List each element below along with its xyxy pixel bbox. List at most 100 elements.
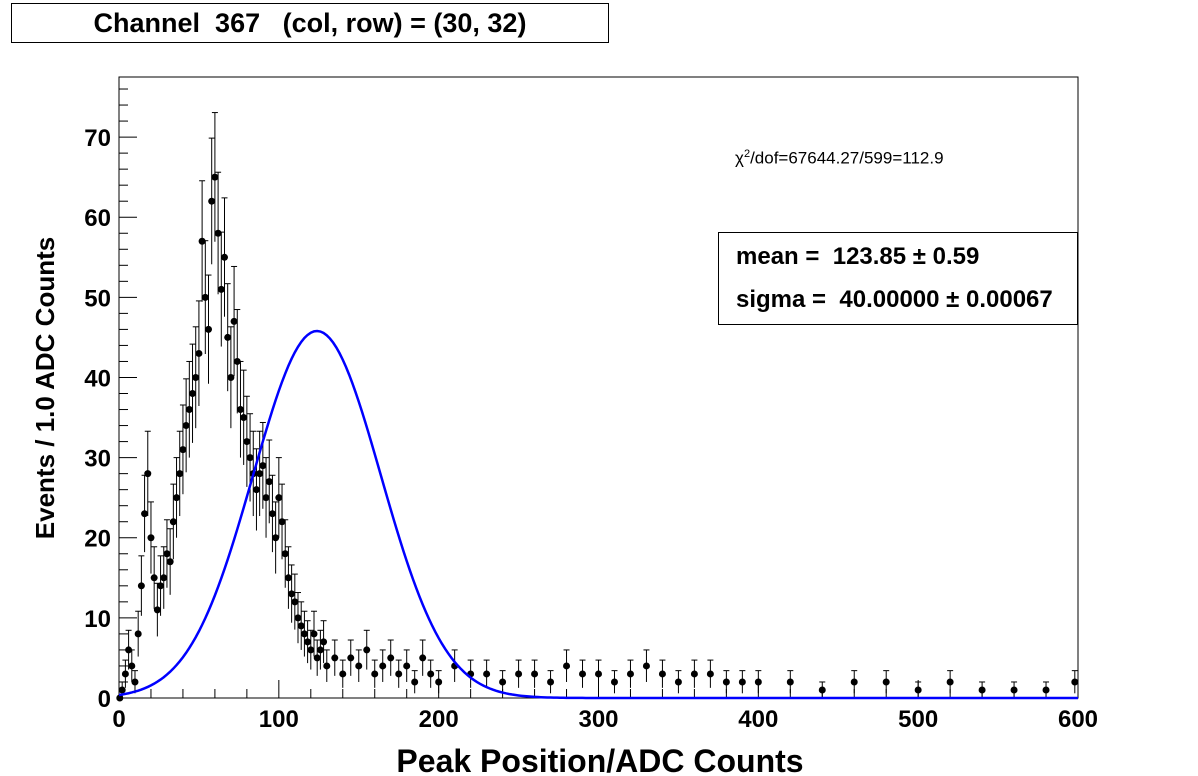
y-tick-label: 10	[84, 606, 111, 633]
data-point	[153, 582, 161, 637]
data-point	[323, 649, 331, 682]
y-axis-tick-labels: 0 10 20 30 40 50 60 70	[84, 125, 111, 713]
data-point	[134, 610, 142, 657]
data-point	[1071, 670, 1079, 694]
data-point	[157, 555, 165, 616]
data-point	[427, 659, 435, 688]
data-point	[754, 670, 762, 694]
data-point	[265, 439, 273, 524]
data-point	[147, 501, 155, 574]
x-tick-label: 300	[578, 706, 618, 733]
data-point	[198, 180, 206, 302]
data-point	[214, 171, 222, 295]
data-point	[387, 639, 395, 676]
data-point	[419, 639, 427, 676]
data-point	[435, 670, 443, 694]
data-point	[185, 360, 193, 458]
data-point	[227, 326, 235, 429]
data-point	[339, 659, 347, 688]
data-point	[403, 649, 411, 682]
data-point	[173, 457, 181, 538]
data-point	[347, 639, 355, 676]
data-point	[304, 620, 312, 664]
data-point	[211, 112, 219, 242]
data-point	[150, 546, 158, 609]
data-point	[310, 610, 318, 657]
data-point	[272, 501, 280, 574]
data-point	[163, 519, 171, 588]
data-point	[411, 670, 419, 694]
data-point	[294, 592, 302, 644]
data-point	[531, 659, 539, 688]
data-point	[166, 528, 174, 595]
data-point	[371, 659, 379, 688]
data-point	[160, 546, 168, 609]
plot-frame	[118, 76, 1079, 699]
y-tick-label: 30	[84, 446, 111, 473]
x-tick-label: 400	[738, 706, 778, 733]
data-point	[706, 659, 714, 688]
data-point	[268, 474, 276, 553]
data-point	[595, 659, 602, 688]
x-axis-title: Peak Position/ADC Counts	[396, 743, 803, 776]
data-point	[144, 430, 152, 517]
data-point	[182, 378, 190, 473]
data-point	[262, 457, 270, 538]
data-point	[176, 430, 184, 517]
data-point	[626, 659, 634, 688]
data-point	[914, 681, 922, 698]
data-point	[137, 555, 145, 616]
data-point	[217, 231, 225, 347]
y-axis-title: Events / 1.0 ADC Counts	[30, 237, 60, 539]
data-point	[395, 659, 403, 688]
chi2-value: /dof=67644.27/599=112.9	[750, 148, 944, 168]
data-point	[116, 694, 124, 702]
data-point	[220, 197, 228, 317]
data-point	[690, 659, 698, 688]
data-point	[738, 670, 746, 694]
x-tick-label: 200	[419, 706, 459, 733]
data-point	[284, 546, 292, 609]
data-point	[300, 610, 308, 657]
data-point	[192, 326, 200, 429]
sigma-value: sigma = 40.00000 ± 0.00067	[736, 286, 1053, 313]
chi2-superscript: 2	[743, 148, 751, 160]
chart-title: Channel 367 (col, row) = (30, 32)	[11, 3, 609, 43]
y-tick-label: 50	[84, 285, 111, 312]
data-point	[243, 395, 251, 487]
y-tick-label: 70	[84, 125, 111, 152]
data-point	[610, 670, 618, 694]
data-point	[141, 474, 149, 553]
data-point	[131, 670, 139, 694]
data-point	[316, 629, 324, 670]
x-tick-label: 100	[259, 706, 299, 733]
y-tick-label: 40	[84, 365, 111, 392]
data-point	[233, 309, 241, 414]
data-point	[230, 265, 238, 377]
fit-stats-box: mean = 123.85 ± 0.59 sigma = 40.00000 ± …	[718, 232, 1078, 325]
y-tick-label: 60	[84, 205, 111, 232]
data-point	[674, 670, 682, 694]
data-point	[379, 649, 387, 682]
data-point	[483, 659, 491, 688]
data-point	[946, 670, 954, 694]
data-point	[642, 649, 650, 682]
data-point	[291, 573, 299, 630]
data-point	[722, 670, 730, 694]
y-tick-label: 0	[98, 686, 111, 713]
chi2-label: χ2/dof=67644.27/599=112.9	[735, 148, 944, 169]
data-point	[563, 649, 571, 682]
gaussian-fit-curve	[118, 329, 1078, 700]
data-point	[205, 274, 213, 384]
data-point	[882, 670, 890, 694]
data-point	[1010, 681, 1018, 698]
data-point	[121, 659, 129, 688]
data-point	[256, 430, 264, 517]
data-point	[547, 670, 555, 694]
x-axis-tick-labels: 0 100 200 300 400 500 600	[112, 706, 1098, 733]
data-point	[179, 404, 187, 495]
data-point	[224, 283, 232, 392]
data-point	[850, 670, 858, 694]
data-points	[116, 112, 1079, 702]
